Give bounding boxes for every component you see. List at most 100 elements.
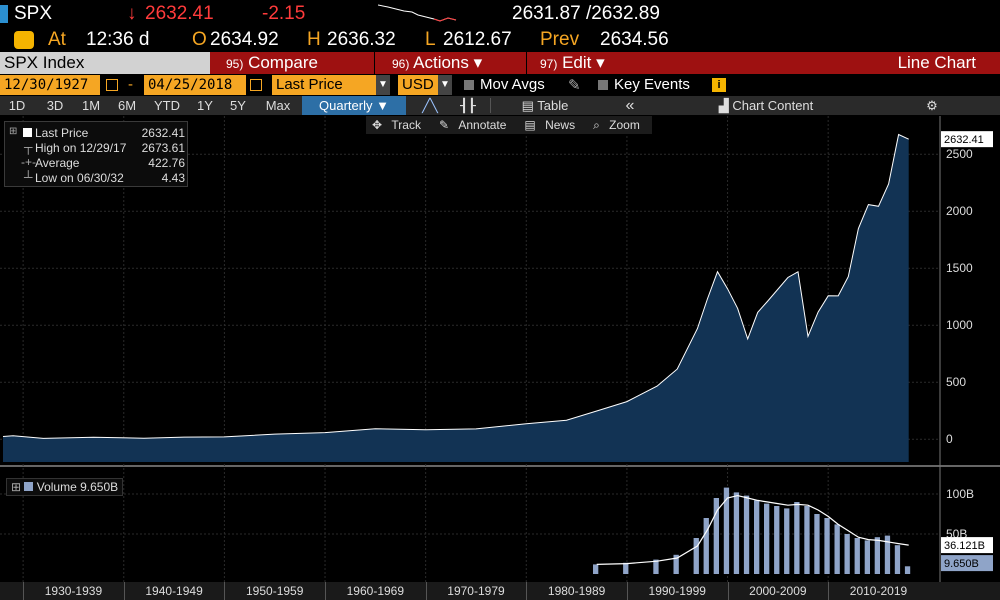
legend-high: High on 12/29/17 2673.61 [35, 141, 185, 156]
volume-bar [693, 538, 699, 574]
menu-bar: SPX Index 95) Compare 96) Actions ▾ 97) … [0, 52, 1000, 74]
line-chart-icon[interactable]: ╱╲ [422, 98, 438, 113]
legend-low: Low on 06/30/32 4.43 [35, 171, 185, 186]
volume-bar [904, 566, 911, 574]
legend-key: Low on 06/30/32 [35, 171, 124, 185]
legend-value: 2632.41 [141, 126, 185, 140]
chevron-down-icon: ▼ [376, 98, 389, 113]
last-price-label: 2632.41 [944, 134, 984, 146]
zoom-tool[interactable]: ⌕ Zoom [587, 116, 652, 134]
compare-num: 95) [226, 57, 244, 71]
volume-last-label: 9.650B [944, 558, 979, 570]
low-marker-icon: ┴ [24, 170, 33, 184]
x-tick-label: 2000-2009 [749, 584, 807, 598]
volume-bar [723, 487, 730, 574]
news-tool[interactable]: ▤ News [518, 116, 587, 134]
volume-bar [784, 508, 790, 574]
chart-content-button[interactable]: ▟ Chart Content [706, 96, 826, 115]
actions-label: Actions [413, 53, 469, 72]
chart-type-label[interactable]: Line Chart [897, 53, 976, 72]
volume-bar [754, 500, 760, 574]
start-date-input[interactable]: 12/30/1927 [0, 75, 100, 95]
end-date-input[interactable]: 04/25/2018 [144, 75, 246, 95]
mov-avgs-label: Mov Avgs [480, 76, 545, 93]
compare-menu[interactable]: 95) Compare [226, 52, 318, 75]
edit-menu[interactable]: 97) Edit ▾ [540, 52, 605, 75]
price-line [2, 133, 909, 439]
volume-bar [713, 498, 719, 574]
volume-swatch [24, 482, 34, 491]
volume-moving-average [596, 494, 909, 565]
x-tick-separator [727, 582, 729, 600]
bar-style-icon[interactable]: ┨┠ [460, 98, 476, 113]
volume-bar [824, 518, 830, 574]
volume-bar [653, 559, 659, 574]
volume-bar [804, 506, 810, 574]
pencil-icon[interactable]: ✎ [568, 77, 581, 94]
calendar-icon[interactable] [106, 79, 118, 91]
x-tick-separator [425, 582, 427, 600]
quote-header: SPX ↓ 2632.41 -2.15 2631.87 /2632.89 [0, 0, 1000, 28]
volume-legend-label: Volume 9.650B [36, 480, 119, 494]
open-label: O [192, 29, 207, 50]
volume-tick-label: 100B [946, 487, 974, 501]
range-5y[interactable]: 5Y [230, 98, 246, 113]
range-3d[interactable]: 3D [46, 98, 64, 113]
controls-row: 12/30/1927 - 04/25/2018 Last Price ▼ USD… [0, 75, 1000, 96]
range-max[interactable]: Max [265, 98, 291, 113]
y-tick-label: 1500 [946, 261, 973, 275]
ohlc-row: At 12:36 d O 2634.92 H 2636.32 L 2612.67… [0, 28, 1000, 52]
annotate-label: Annotate [458, 118, 507, 132]
volume-legend[interactable]: ⊞ Volume 9.650B [6, 478, 124, 496]
period-select[interactable]: Quarterly ▼ [302, 96, 406, 115]
compare-label: Compare [248, 53, 318, 72]
x-tick-label: 2010-2019 [849, 584, 908, 598]
gear-icon[interactable]: ⚙ [926, 98, 938, 113]
prev-label: Prev [540, 29, 580, 50]
legend-value: 4.43 [161, 171, 185, 185]
chart-area[interactable]: 050010001500200025002632.41100B50B36.121… [0, 116, 1000, 582]
track-label: Track [391, 118, 421, 132]
x-tick-separator [828, 582, 830, 600]
range-1d[interactable]: 1D [8, 98, 26, 113]
collapse-icon[interactable]: « [625, 97, 635, 114]
x-tick-label: 1990-1999 [648, 584, 706, 598]
actions-menu[interactable]: 96) Actions ▾ [392, 52, 482, 75]
info-icon[interactable]: i [712, 78, 726, 92]
edit-label: Edit [562, 53, 592, 72]
period-label: Quarterly [319, 98, 373, 113]
range-1m[interactable]: 1M [81, 98, 101, 113]
x-axis: 1930-1939 1940-1949 1950-1959 1960-1969 1970… [0, 582, 1000, 600]
calendar-icon[interactable] [250, 79, 262, 91]
table-button[interactable]: ▤ Table [506, 96, 584, 115]
security-field[interactable]: SPX Index [0, 52, 210, 74]
legend-value: 422.76 [148, 156, 185, 170]
volume-bar [894, 545, 901, 574]
range-ytd[interactable]: YTD [154, 98, 180, 113]
key-events-checkbox[interactable] [598, 80, 608, 90]
mov-avgs-checkbox[interactable] [464, 80, 474, 90]
x-tick-separator [23, 582, 25, 600]
track-tool[interactable]: ✥ Track [366, 116, 433, 134]
range-6m[interactable]: 6M [117, 98, 137, 113]
ticker-symbol: SPX [14, 3, 53, 24]
currency-select[interactable]: USD [398, 75, 438, 95]
legend-key: High on 12/29/17 [35, 141, 127, 155]
chevron-down-icon[interactable]: ▼ [438, 75, 452, 95]
chevron-down-icon[interactable]: ▼ [376, 75, 390, 95]
dropdown-arrow-icon: ▾ [473, 53, 483, 72]
price-legend[interactable]: ⊞ Last Price 2632.41 ┬ High on 12/29/17 26… [4, 121, 188, 187]
expand-icon[interactable]: ⊞ [9, 126, 18, 137]
actions-num: 96) [392, 57, 410, 71]
high-value: 2636.32 [327, 29, 396, 50]
annotate-tool[interactable]: ✎ Annotate [433, 116, 518, 134]
divider [490, 98, 491, 113]
y-tick-label: 500 [946, 375, 966, 389]
dropdown-arrow-icon: ▾ [596, 53, 605, 72]
menu-divider [374, 52, 375, 74]
ticker-marker [0, 5, 8, 23]
volume-bar [593, 564, 599, 574]
field-select[interactable]: Last Price [272, 75, 376, 95]
expand-icon: ⊞ [11, 480, 25, 494]
range-1y[interactable]: 1Y [197, 98, 213, 113]
